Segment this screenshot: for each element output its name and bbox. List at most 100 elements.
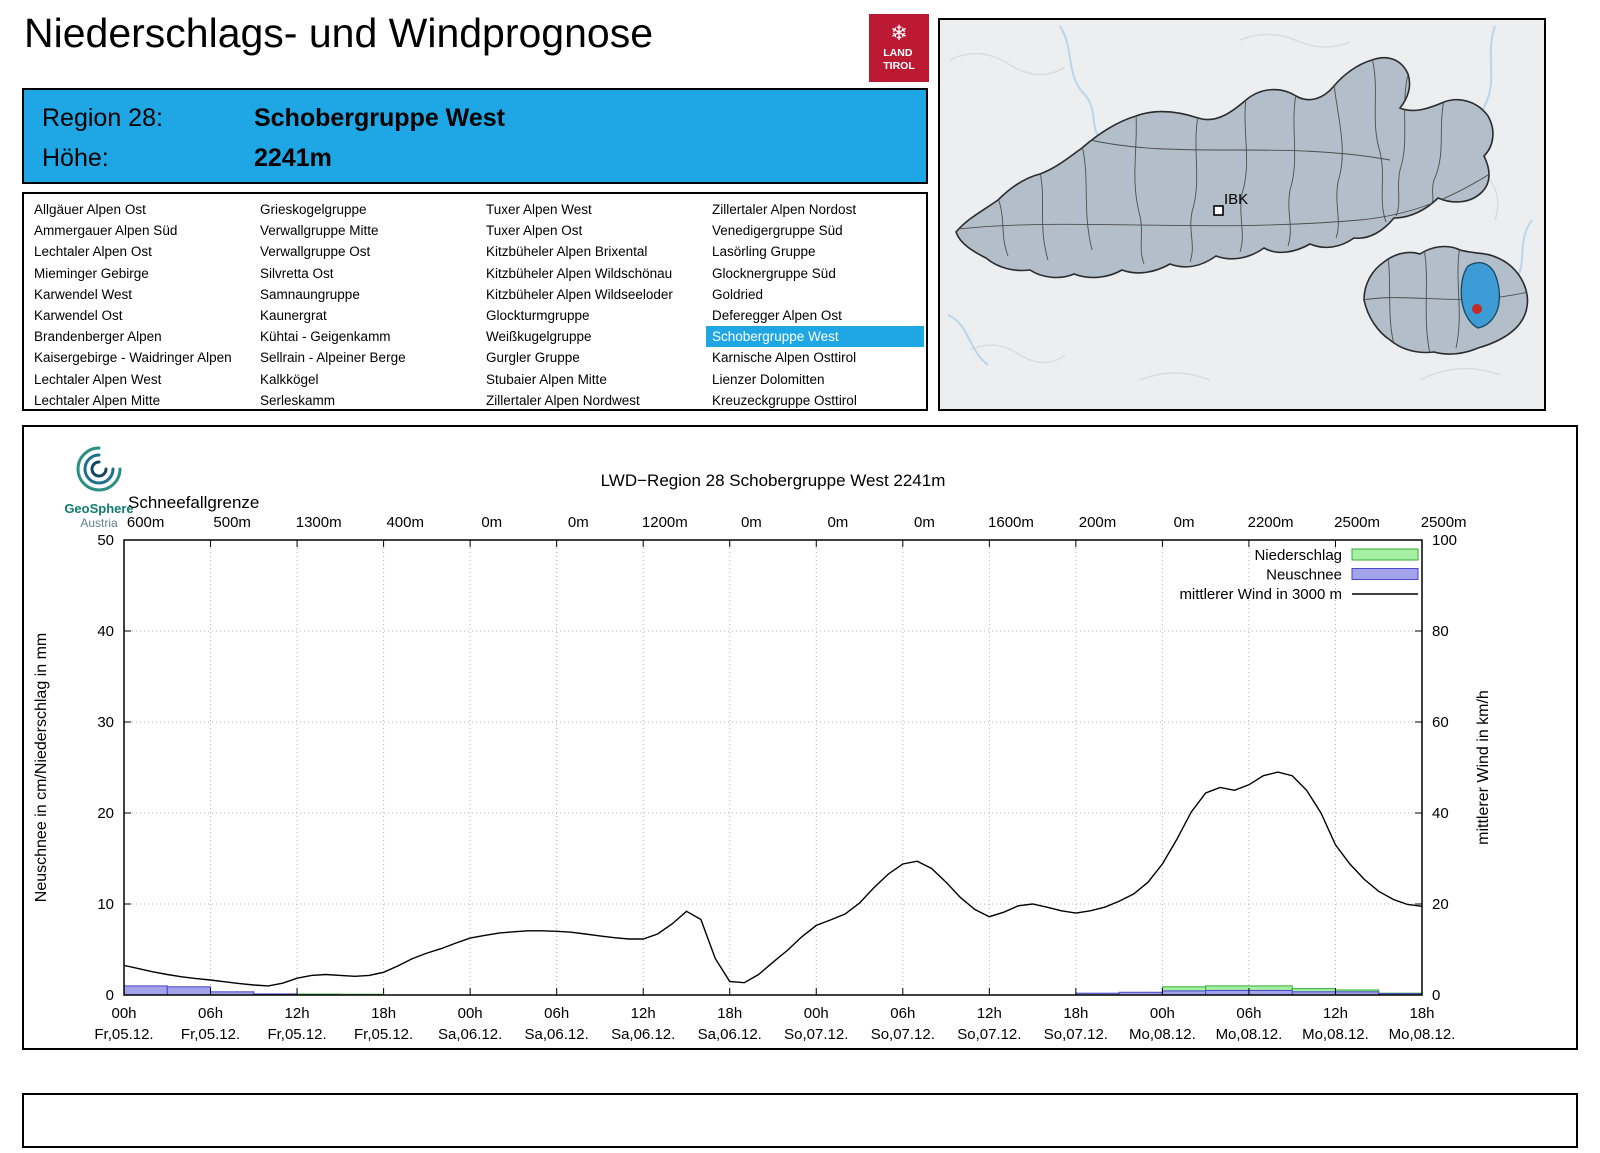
y-tick-left-label: 40 [97,623,114,640]
tirol-map[interactable]: IBK [940,20,1544,409]
region-list-item[interactable]: Tuxer Alpen Ost [486,223,583,239]
region-list-item[interactable]: Verwallgruppe Mitte [260,223,379,239]
snowline-value: 0m [741,514,762,531]
region-list-item[interactable]: Verwallgruppe Ost [260,244,371,260]
region-list-item[interactable]: Mieminger Gebirge [34,265,149,281]
x-tick-time-label: 12h [631,1005,656,1022]
region-list-item[interactable]: Kreuzeckgruppe Osttirol [712,392,857,408]
snowline-value: 0m [827,514,848,531]
region-list-item[interactable]: Ammergauer Alpen Süd [34,223,178,239]
snowline-value: 400m [386,514,424,531]
x-tick-time-label: 00h [458,1005,483,1022]
chart-canvas: 00h Fr,05.12. 06h Fr,05.12. 12h Fr,05.12. 18h F… [33,514,1492,1043]
region-label: Region 28: [42,103,163,132]
snowline-value: 0m [914,514,935,531]
region-list-item[interactable]: Karwendel Ost [34,308,123,324]
region-list-item[interactable]: Sellrain - Alpeiner Berge [260,350,406,366]
region-list-item[interactable]: Lechtaler Alpen Mitte [34,392,161,408]
legend-key-box [1351,548,1419,561]
snowline-value: 0m [568,514,589,531]
region-list-item[interactable]: Stubaier Alpen Mitte [486,371,607,387]
region-column: Zillertaler Alpen Nordost Venedigergruppe… [702,199,924,411]
footer-box [22,1093,1578,1148]
x-tick-date-label: Sa,06.12. [438,1026,502,1043]
region-list-item[interactable]: Gurgler Gruppe [486,350,580,366]
neuschnee-bar [166,986,212,996]
region-list-item[interactable]: Zillertaler Alpen Nordwest [486,392,640,408]
y-tick-right-label: 20 [1432,896,1449,913]
region-list-item[interactable]: Tuxer Alpen West [486,202,592,217]
y-tick-right-label: 80 [1432,623,1449,640]
region-list-item[interactable]: Brandenberger Alpen [34,329,162,345]
region-list-item[interactable]: Kühtai - Geigenkamm [260,329,391,345]
region-list: Allgäuer Alpen Ost Ammergauer Alpen Süd Le… [22,192,928,411]
region-list-item[interactable]: Glockturmgruppe [486,308,590,324]
region-list-item[interactable]: Lechtaler Alpen Ost [34,244,152,260]
region-list-item[interactable]: Kalkkögel [260,371,319,387]
tirol-map-panel[interactable]: IBK [938,18,1546,411]
x-tick-time-label: 00h [804,1005,829,1022]
region-list-item[interactable]: Kaunergrat [260,308,327,324]
x-tick-time-label: 06h [544,1005,569,1022]
region-list-item-selected[interactable]: Schobergruppe West [706,326,924,348]
region-list-item[interactable]: Glocknergruppe Süd [712,265,836,281]
x-tick-time-label: 18h [1409,1005,1434,1022]
legend-key-box [1351,568,1419,580]
map-region-north-tirol[interactable] [955,56,1494,279]
x-tick-date-label: Fr,05.12. [94,1026,153,1043]
region-list-item[interactable]: Kitzbüheler Alpen Wildschönau [486,265,673,281]
y-axis-label-right: mittlerer Wind in km/h [1475,690,1492,845]
region-list-item[interactable]: Lienzer Dolomitten [712,371,825,387]
wind-line [123,771,1423,987]
x-tick-date-label: So,07.12. [784,1026,848,1043]
region-list-item[interactable]: Kaisergebirge - Waidringer Alpen [34,350,232,366]
snowline-value: 200m [1079,514,1117,531]
snowline-value: 1600m [988,514,1034,531]
x-tick-date-label: Mo,08.12. [1302,1026,1369,1043]
y-tick-left-label: 50 [97,532,114,549]
region-list-item[interactable]: Karwendel West [34,286,133,302]
y-tick-left-label: 20 [97,805,114,822]
region-list-item[interactable]: Lasörling Gruppe [712,244,816,260]
region-list-item[interactable]: Silvretta Ost [260,265,334,281]
region-list-item[interactable]: Goldried [712,286,764,302]
plot-border [123,539,1423,996]
map-district-borders-east [1364,246,1528,355]
y-axis-label-left: Neuschnee in cm/Niederschlag in mm [33,633,50,902]
region-list-item[interactable]: Kitzbüheler Alpen Wildseeloder [486,286,673,302]
x-tick-date-label: So,07.12. [1044,1026,1108,1043]
map-region-schobergruppe-west[interactable] [1460,261,1501,329]
x-tick-time-label: 18h [717,1005,742,1022]
land-tirol-logo-text: LAND TIROL [883,47,915,72]
region-list-item[interactable]: Kitzbüheler Alpen Brixental [486,244,648,260]
x-tick-time-label: 12h [285,1005,310,1022]
region-list-item[interactable]: Weißkugelgruppe [486,329,592,345]
region-list-item[interactable]: Serleskamm [260,392,336,408]
region-list-item[interactable]: Venedigergruppe Süd [712,223,843,239]
snowline-value: 1200m [642,514,688,531]
chart-title: LWD−Region 28 Schobergruppe West 2241m [600,471,946,490]
snowline-value: 500m [213,514,251,531]
region-list-item[interactable]: Grieskogelgruppe [260,202,367,217]
y-tick-right-label: 0 [1432,987,1440,1004]
region-name: Schobergruppe West [254,103,505,132]
region-list-item[interactable]: Karnische Alpen Osttirol [712,350,857,366]
region-list-item[interactable]: Lechtaler Alpen West [34,371,162,387]
map-city-label: IBK [1224,191,1248,208]
region-list-item[interactable]: Allgäuer Alpen Ost [34,202,146,217]
geosphere-name: GeoSphere [64,501,134,516]
snowline-value: 600m [127,514,165,531]
region-list-item[interactable]: Deferegger Alpen Ost [712,308,842,324]
snowline-value: 2200m [1248,514,1294,531]
snowflake-icon: ❄ [890,22,908,46]
snowline-value: 2500m [1421,514,1467,531]
x-tick-date-label: Sa,06.12. [525,1026,589,1043]
y-tick-right-label: 40 [1432,805,1449,822]
region-list-item[interactable]: Zillertaler Alpen Nordost [712,202,857,217]
altitude-label: Höhe: [42,143,109,172]
region-list-item[interactable]: Samnaungruppe [260,286,360,302]
region-column: Tuxer Alpen West Tuxer Alpen Ost Kitzbühel… [476,199,702,411]
y-tick-right-label: 60 [1432,714,1449,731]
x-tick-time-label: 18h [1063,1005,1088,1022]
